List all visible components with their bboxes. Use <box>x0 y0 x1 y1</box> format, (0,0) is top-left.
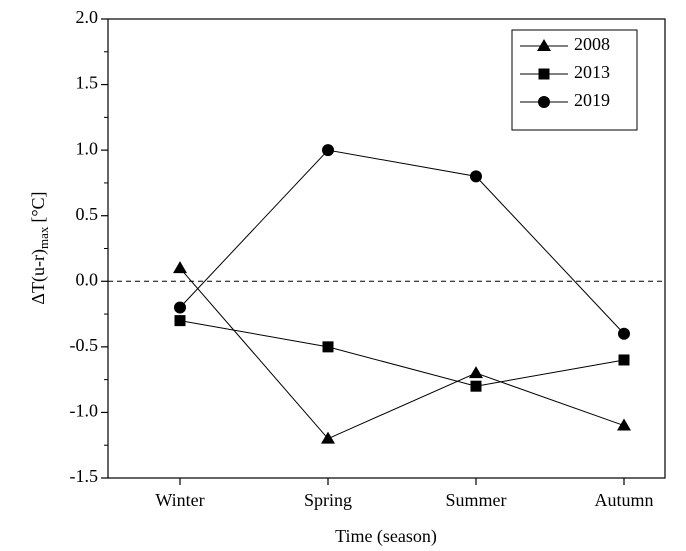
data-point <box>470 170 482 183</box>
data-point <box>618 354 630 366</box>
legend-marker <box>537 39 551 51</box>
y-tick-label: 0.5 <box>76 204 99 224</box>
legend-label: 2008 <box>574 34 610 54</box>
series-line <box>179 267 625 440</box>
x-tick-label: Summer <box>446 490 507 510</box>
y-tick-label: 0.0 <box>76 269 99 289</box>
data-point <box>617 418 631 431</box>
y-tick-label: -1.0 <box>70 401 99 421</box>
x-tick-label: Autumn <box>594 490 653 510</box>
y-axis-label-sub: max <box>36 226 51 249</box>
data-point <box>322 341 334 353</box>
y-tick-label: -1.5 <box>70 466 99 486</box>
y-tick-label: -0.5 <box>70 335 99 355</box>
legend-marker <box>538 68 550 80</box>
legend-marker <box>538 96 550 108</box>
data-point <box>321 431 335 444</box>
y-tick-label: 1.5 <box>76 73 99 93</box>
data-point <box>173 261 187 274</box>
data-point <box>174 315 186 327</box>
y-tick-label: 1.0 <box>76 138 99 158</box>
data-point <box>174 301 186 314</box>
data-point <box>469 366 483 379</box>
legend-label: 2013 <box>574 62 610 82</box>
legend-box <box>511 29 638 131</box>
x-tick-label: Spring <box>304 490 352 510</box>
data-point <box>470 380 482 392</box>
x-tick-label: Winter <box>155 490 204 510</box>
y-axis-label-unit: [°C] <box>28 191 48 222</box>
series-line <box>179 149 625 335</box>
series-line <box>179 320 625 387</box>
data-point <box>322 144 334 157</box>
y-axis-label: ΔT(u-r)max [°C] <box>28 191 51 304</box>
y-tick-label: 2.0 <box>76 7 99 27</box>
x-axis-label: Time (season) <box>335 526 437 547</box>
data-point <box>618 327 630 340</box>
legend-label: 2019 <box>574 90 610 110</box>
y-axis-label-main: ΔT(u-r) <box>28 249 49 305</box>
